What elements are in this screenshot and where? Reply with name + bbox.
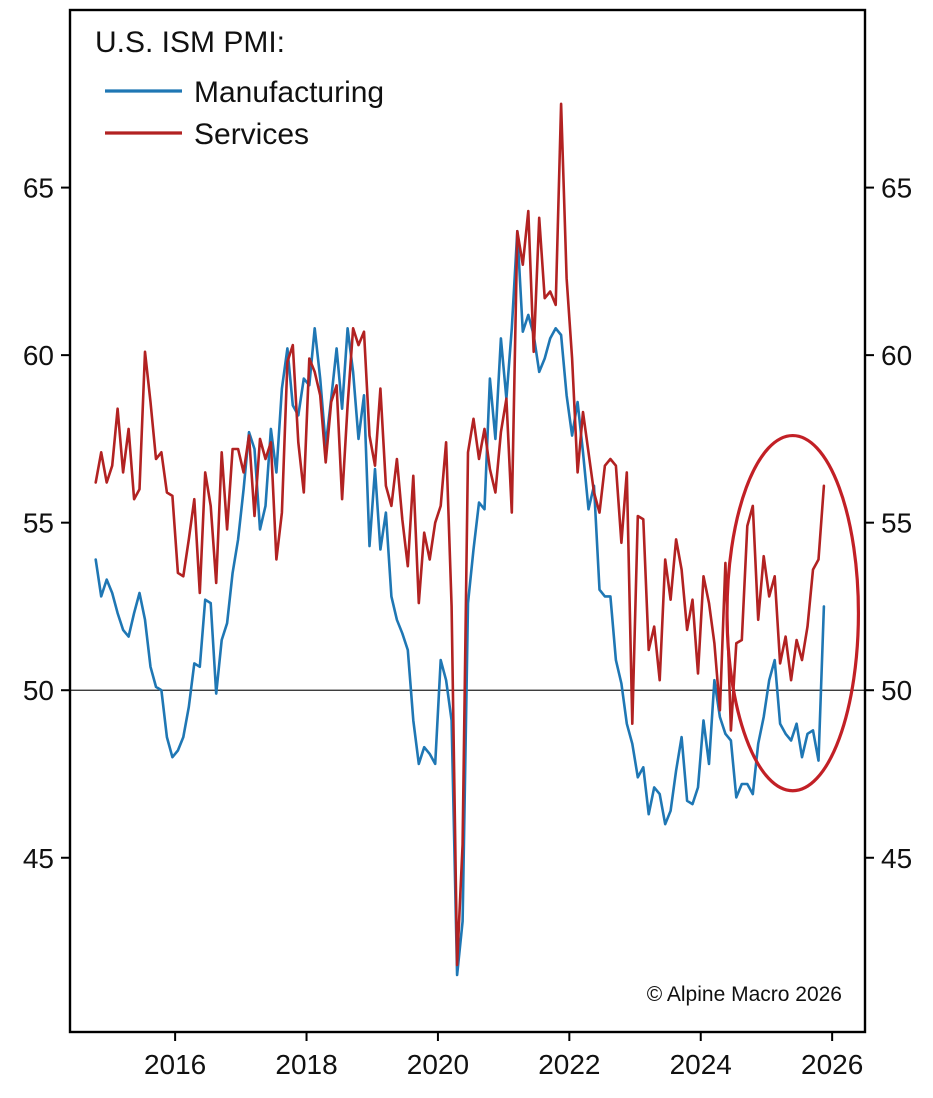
x-tick-label: 2016 bbox=[144, 1049, 206, 1080]
y-tick-label-left: 50 bbox=[23, 675, 54, 706]
plot-frame bbox=[68, 8, 867, 1034]
series-line-services bbox=[94, 102, 826, 967]
y-tick-label-left: 65 bbox=[23, 173, 54, 204]
y-tick-label-right: 55 bbox=[881, 508, 912, 539]
y-tick-label-left: 60 bbox=[23, 340, 54, 371]
x-tick-label: 2022 bbox=[538, 1049, 600, 1080]
series-line-manufacturing bbox=[94, 229, 826, 977]
x-tick-label: 2026 bbox=[801, 1049, 863, 1080]
y-tick-label-right: 60 bbox=[881, 340, 912, 371]
legend-label-services: Services bbox=[194, 118, 309, 151]
x-tick-label: 2018 bbox=[275, 1049, 337, 1080]
y-tick-label-right: 50 bbox=[881, 675, 912, 706]
copyright-text: © Alpine Macro 2026 bbox=[647, 983, 842, 1006]
chart-title: U.S. ISM PMI: bbox=[95, 26, 285, 59]
x-tick-label: 2024 bbox=[670, 1049, 732, 1080]
y-tick-label-right: 45 bbox=[881, 843, 912, 874]
legend-label-manufacturing: Manufacturing bbox=[194, 76, 384, 109]
y-tick-label-left: 55 bbox=[23, 508, 54, 539]
highlight-ellipse bbox=[725, 433, 861, 793]
y-tick-label-left: 45 bbox=[23, 843, 54, 874]
y-tick-label-right: 65 bbox=[881, 173, 912, 204]
x-tick-label: 2020 bbox=[407, 1049, 469, 1080]
